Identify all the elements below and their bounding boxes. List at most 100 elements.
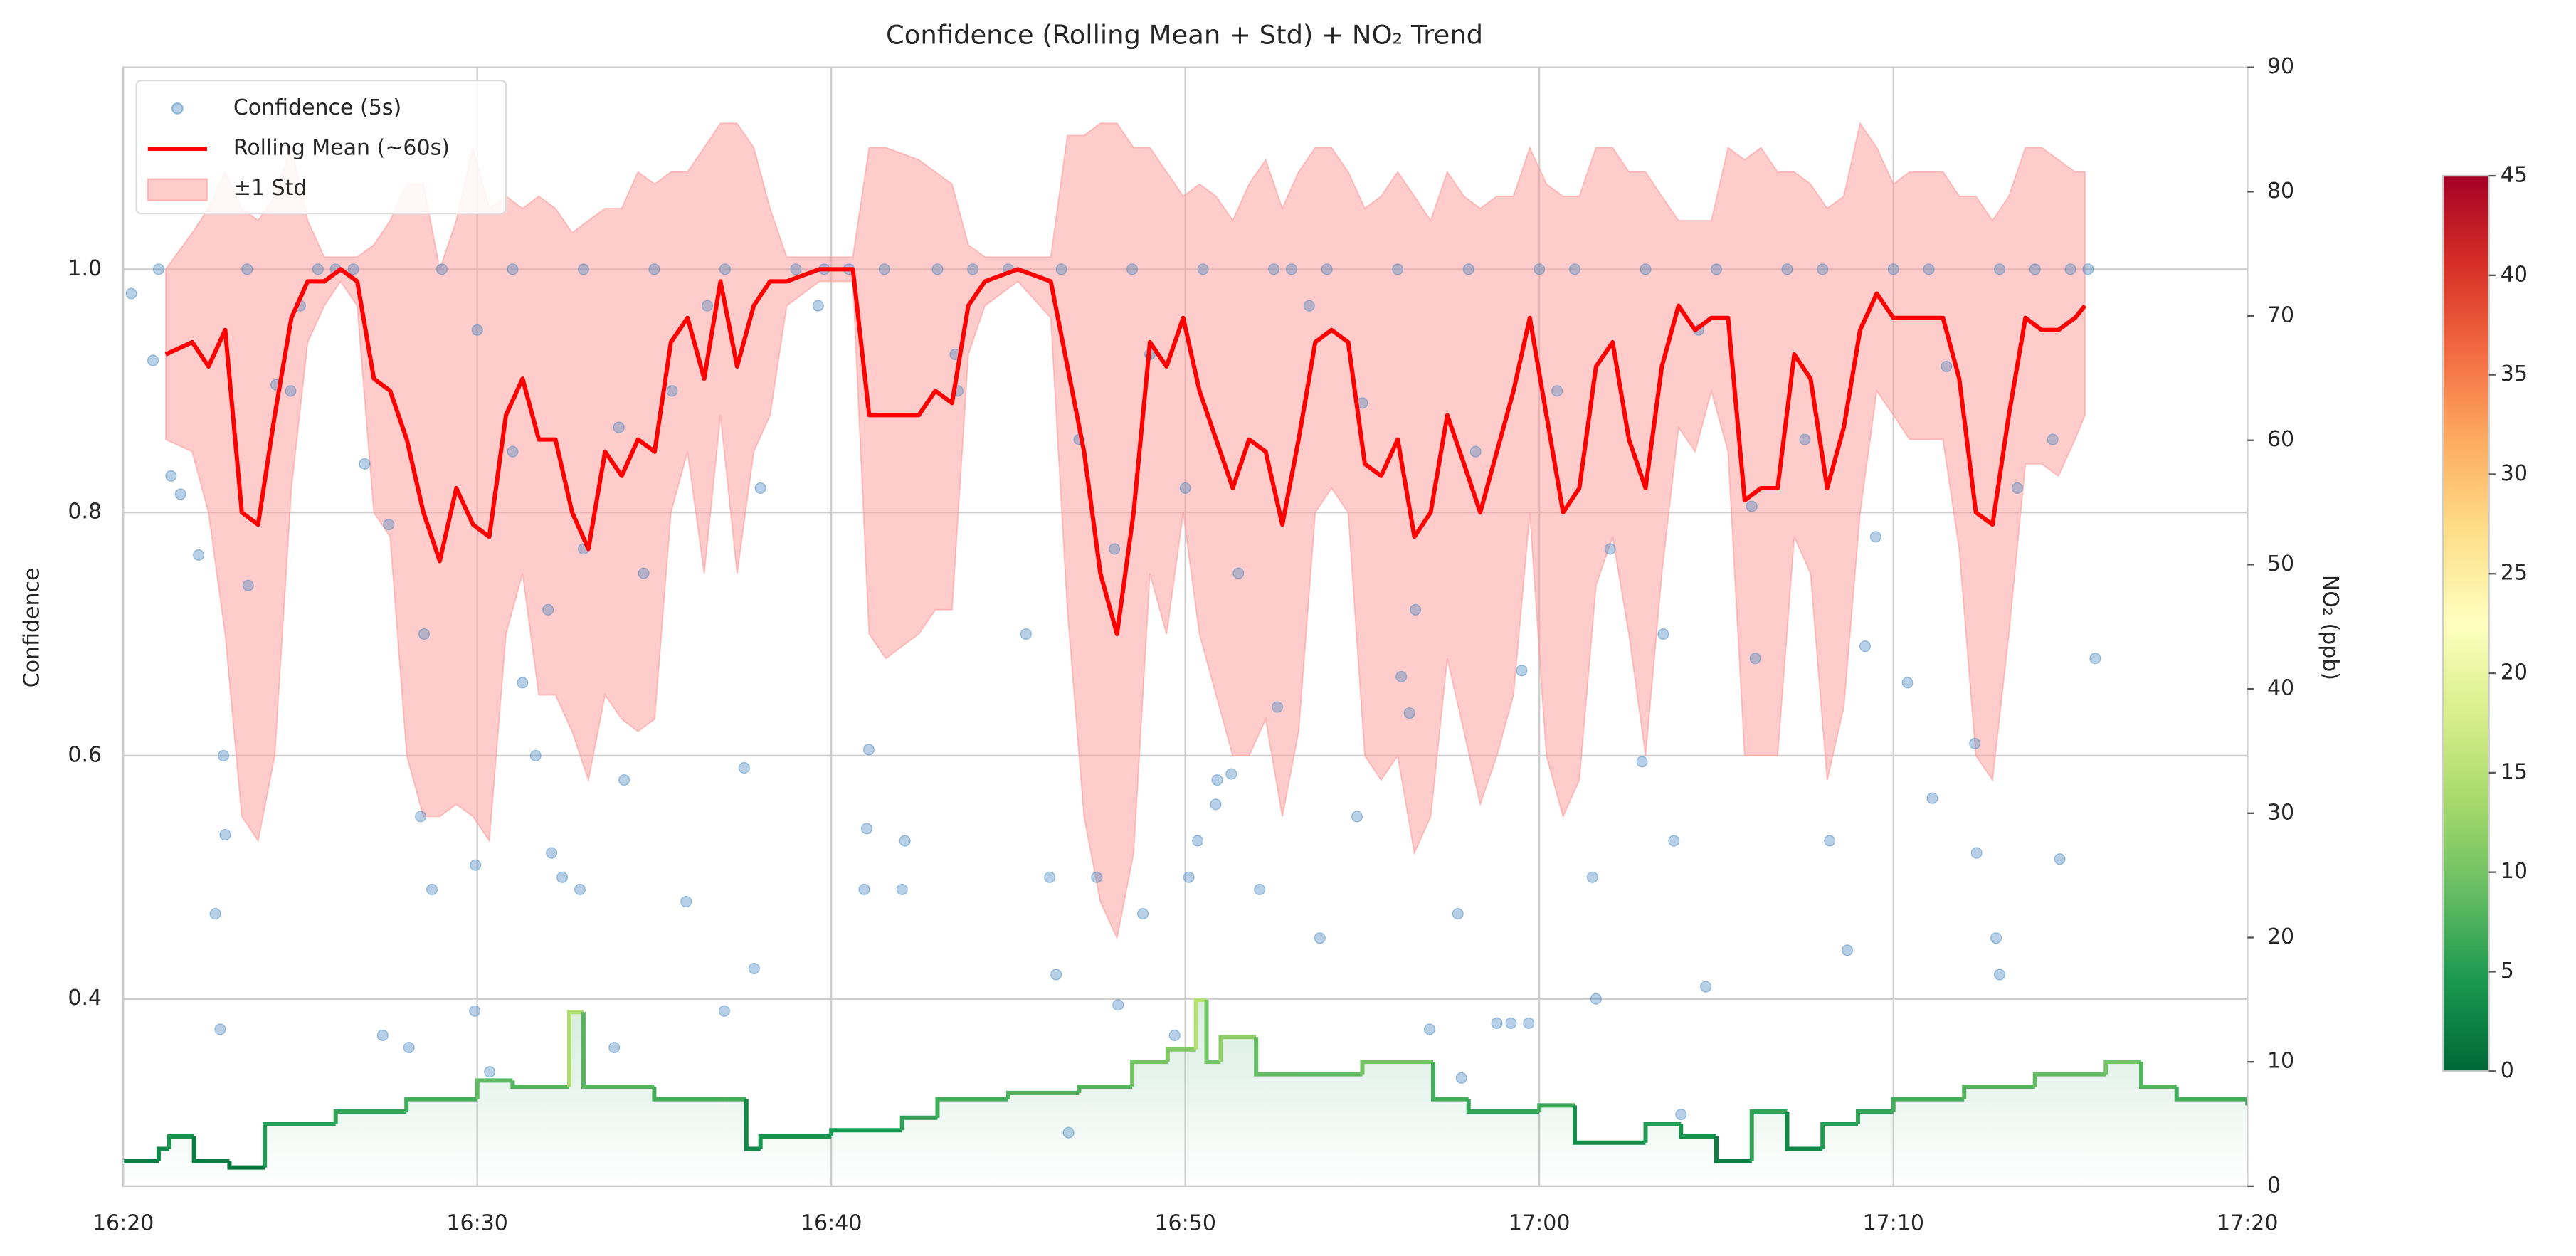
y2-tick-label: 20 <box>2267 924 2294 949</box>
confidence-point <box>1211 774 1223 786</box>
confidence-point <box>193 549 205 561</box>
confidence-point <box>359 458 371 470</box>
confidence-point <box>507 445 519 458</box>
no2-step <box>1537 1103 1575 1112</box>
y2-tick-label: 60 <box>2267 427 2294 452</box>
y-tick-label: 0.6 <box>68 742 102 767</box>
confidence-point <box>1859 640 1872 653</box>
confidence-point <box>860 823 873 835</box>
confidence-point <box>967 263 979 275</box>
no2-step <box>899 1115 938 1131</box>
no2-step <box>156 1146 169 1161</box>
confidence-point <box>2029 263 2041 275</box>
confidence-point <box>1469 445 1482 458</box>
confidence-point <box>1395 670 1408 682</box>
confidence-point <box>618 774 630 786</box>
confidence-point <box>418 628 431 640</box>
confidence-point <box>701 300 714 312</box>
x-tick-label: 17:00 <box>1509 1210 1570 1235</box>
no2-step <box>2139 1062 2177 1089</box>
y2-tick-label: 40 <box>2267 676 2294 701</box>
confidence-point <box>1210 798 1222 811</box>
confidence-point <box>1710 263 1723 275</box>
no2-step <box>567 1010 584 1087</box>
y2-tick-label: 10 <box>2267 1049 2294 1074</box>
confidence-point <box>574 883 586 895</box>
confidence-point <box>1586 871 1598 883</box>
confidence-point <box>1197 263 1209 275</box>
confidence-point <box>1192 835 1204 847</box>
confidence-point <box>165 470 177 482</box>
rolling-mean-line <box>164 267 2087 637</box>
no2-step <box>1193 997 1207 1050</box>
no2-step <box>1714 1136 1752 1163</box>
confidence-point <box>529 749 542 761</box>
confidence-point <box>152 263 164 275</box>
no2-step <box>1430 1062 1469 1102</box>
colorbar-ramp <box>2442 174 2490 1072</box>
confidence-point <box>1657 628 1669 640</box>
confidence-point <box>1491 1017 1503 1029</box>
confidence-point <box>1403 707 1415 719</box>
confidence-point <box>2047 433 2059 445</box>
confidence-point <box>1050 969 1062 981</box>
confidence-point <box>638 567 650 579</box>
confidence-point <box>1392 263 1404 275</box>
confidence-point <box>471 324 483 336</box>
x-tick-label: 16:40 <box>801 1210 862 1235</box>
axes: 16:20 16:30 16:40 16:50 17:00 17:10 17:20 0.4 0.… <box>68 54 2294 1235</box>
no2-step <box>167 1134 194 1149</box>
confidence-point <box>1179 482 1191 495</box>
y-tick-label: 0.8 <box>68 500 102 524</box>
colorbar-tick-label: 35 <box>2501 362 2528 386</box>
x-tick-label: 17:10 <box>1863 1210 1924 1235</box>
confidence-point <box>1993 969 2006 981</box>
confidence-point <box>718 1005 731 1017</box>
no2-step <box>1749 1109 1788 1161</box>
no2-step <box>404 1097 477 1112</box>
confidence-point <box>1109 543 1121 555</box>
confidence-point <box>577 263 590 275</box>
confidence-point <box>1271 701 1284 713</box>
confidence-point <box>507 263 519 275</box>
confidence-point <box>748 962 760 975</box>
confidence-point <box>666 385 678 397</box>
confidence-point <box>613 421 625 433</box>
no2-step <box>1130 1060 1168 1087</box>
confidence-point <box>347 263 359 275</box>
confidence-point <box>2054 853 2066 865</box>
x-tick-label: 17:20 <box>2217 1210 2278 1235</box>
x-tick-label: 16:30 <box>446 1210 507 1235</box>
confidence-point <box>1568 263 1581 275</box>
confidence-point <box>1926 792 1938 804</box>
confidence-point <box>1551 385 1563 397</box>
plot-area <box>123 121 2248 1186</box>
confidence-point <box>1136 907 1149 920</box>
no2-step <box>1962 1085 2035 1099</box>
colorbar-tick-label: 10 <box>2501 859 2528 884</box>
confidence-point <box>1523 1017 1535 1029</box>
confidence-point <box>1351 811 1363 823</box>
confidence-point <box>1044 871 1056 883</box>
confidence-point <box>209 907 221 920</box>
confidence-point <box>1423 1023 1436 1035</box>
confidence-point <box>790 263 802 275</box>
colorbar-tick-label: 25 <box>2501 561 2528 586</box>
y-tick-label: 1.0 <box>68 256 102 281</box>
confidence-point <box>383 519 395 531</box>
no2-step <box>652 1087 725 1102</box>
y2-tick-label: 90 <box>2267 54 2294 79</box>
confidence-point <box>862 744 875 756</box>
confidence-point <box>2082 263 2094 275</box>
confidence-point <box>1923 263 1935 275</box>
confidence-point <box>1462 263 1474 275</box>
confidence-point <box>2089 653 2101 665</box>
confidence-point <box>1799 433 1811 445</box>
colorbar-tick-label: 0 <box>2501 1058 2514 1083</box>
confidence-point <box>648 263 660 275</box>
confidence-point <box>1505 1017 1517 1029</box>
x-tick-label: 16:50 <box>1154 1210 1215 1235</box>
confidence-point <box>1699 981 1712 993</box>
